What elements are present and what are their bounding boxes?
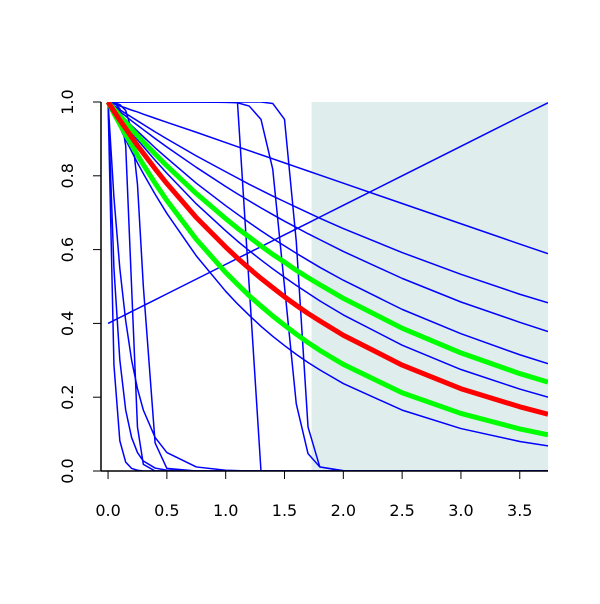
y-tick-label: 0.0 (58, 458, 77, 483)
curve (107, 102, 548, 447)
curve (107, 102, 548, 325)
y-tick-label: 0.4 (58, 311, 77, 336)
plot-area (105, 102, 548, 471)
y-tick-label: 0.6 (58, 237, 77, 262)
x-tick-label: 2.5 (389, 501, 414, 520)
curve (106, 102, 548, 385)
curve (105, 102, 548, 438)
x-tick-label: 1.0 (213, 501, 238, 520)
x-tick-label: 1.5 (272, 501, 297, 520)
x-tick-label: 3.0 (448, 501, 473, 520)
curve (107, 102, 548, 471)
curve (107, 102, 548, 471)
curve (107, 102, 548, 304)
x-tick-label: 2.0 (331, 501, 356, 520)
curve (108, 102, 548, 471)
y-tick-label: 1.0 (58, 89, 77, 114)
x-tick-label: 0.0 (95, 501, 120, 520)
curve (107, 102, 548, 471)
x-tick-label: 3.5 (507, 501, 532, 520)
y-tick-label: 0.8 (58, 163, 77, 188)
shaded-region (311, 102, 548, 471)
curve (107, 102, 548, 255)
x-tick-label: 0.5 (154, 501, 179, 520)
y-tick-label: 0.2 (58, 384, 77, 409)
curve (105, 102, 548, 417)
